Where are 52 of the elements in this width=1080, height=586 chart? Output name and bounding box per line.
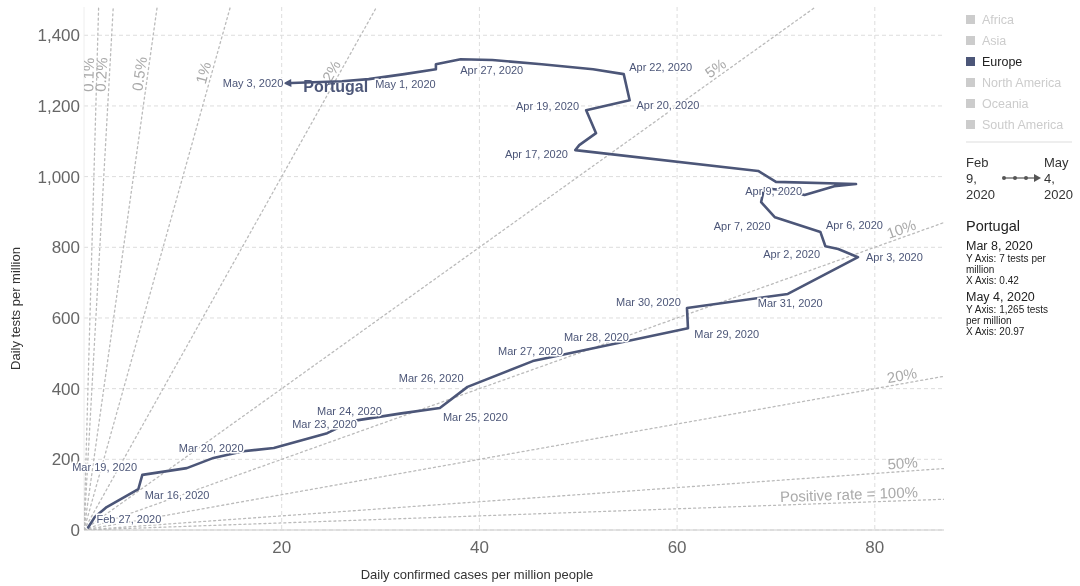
annotation: May 1, 2020 [375,77,436,90]
annotation: Mar 30, 2020 [616,295,681,308]
y-tick-label: 1,200 [37,96,80,116]
annotation: Mar 27, 2020 [498,345,563,358]
text: Mar 8, 2020 [966,239,1033,254]
annotation: Apr 27, 2020 [460,63,524,76]
annotation: Apr 2, 2020 [763,247,821,260]
text: May 4, 2020 [1044,154,1073,202]
annotation: Mar 29, 2020 [694,328,760,341]
annotation: May 3, 2020 [222,77,284,90]
annotation: Apr 7, 2020 [713,219,771,232]
annotation: Feb 27, 2020 [96,512,162,525]
annotation: Apr 19, 2020 [516,99,580,112]
text: X Axis: 20.97 [966,325,1025,337]
annotation: Apr 17, 2020 [504,147,568,160]
text: X Axis: 0.42 [966,274,1020,286]
x-tick-label: 60 [667,538,687,557]
category-label: Europe [982,55,1023,70]
y-axis-title: Daily tests per million [8,247,23,370]
y-tick-label: 400 [51,379,80,399]
annotation: Apr 6, 2020 [826,218,883,231]
text: 0.5% [128,55,151,92]
annotation: Mar 16, 2020 [144,489,210,502]
annotation: Apr 20, 2020 [636,99,700,112]
text: May 4, 2020 [966,290,1035,305]
annotation: Mar 31, 2020 [757,297,823,310]
text: Feb 9, 2020 [966,154,995,202]
y-tick-label: 1,400 [37,26,80,46]
text: Y Axis: 7 tests per million [966,252,1047,275]
annotation: Mar 26, 2020 [398,372,464,385]
annotation: Mar 28, 2020 [563,331,629,344]
text: 10% [884,215,919,242]
annotation: Apr 22, 2020 [629,60,693,73]
text: Portugal [966,218,1021,235]
annotation: Mar 20, 2020 [178,442,244,455]
text: 5% [701,54,730,82]
y-tick-label: 1,000 [37,167,80,187]
annotation: Mar 24, 2020 [317,405,382,418]
annotation: Mar 25, 2020 [442,411,508,424]
annotation: Apr 3, 2020 [865,250,923,263]
series-label: Positive rate = 100% [779,483,919,506]
text: 20% [885,364,919,387]
y-tick-label: 600 [51,308,80,328]
text: 1% [191,59,215,86]
y-tick-label: 0 [70,520,80,540]
y-tick-label: 800 [51,238,80,258]
text: Y Axis: 1,265 tests per million [966,303,1049,326]
x-tick-label: 40 [469,538,489,557]
x-axis-title: Daily confirmed cases per million people [360,567,594,582]
series-label: 50% [887,453,919,473]
x-tick-label: 80 [865,538,885,557]
x-tick-label: 20 [272,538,292,557]
